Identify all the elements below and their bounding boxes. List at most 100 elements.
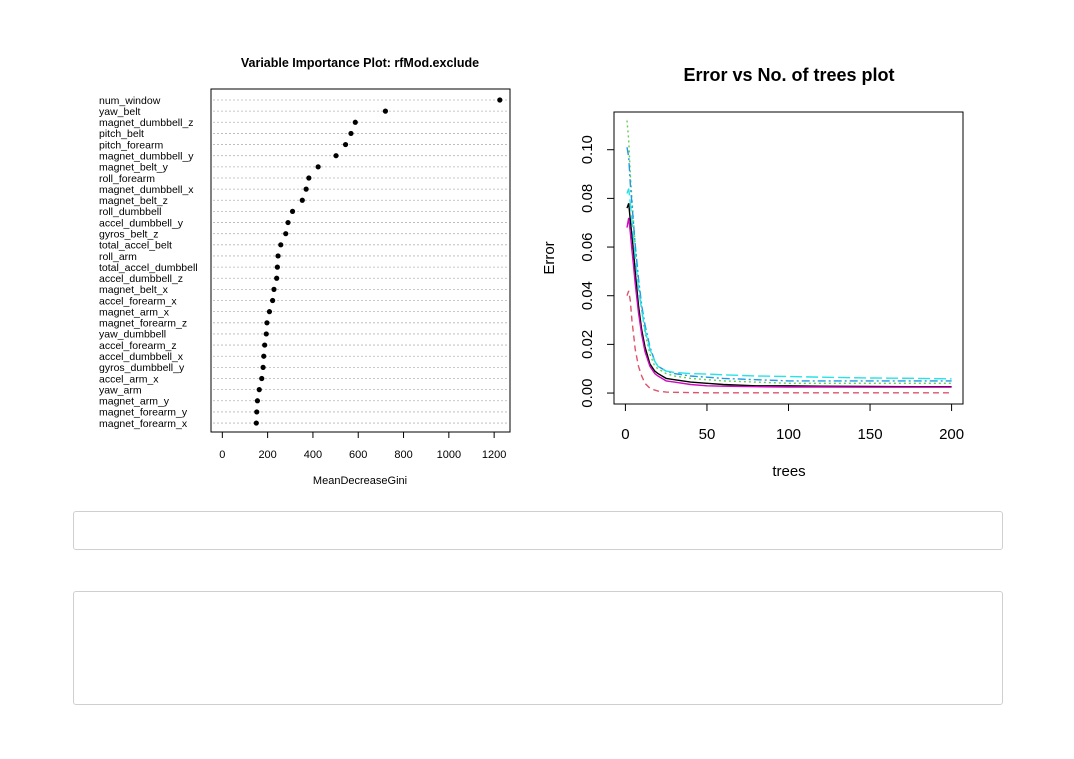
err-y-tick-label: 0.00 — [579, 378, 596, 407]
vip-point — [303, 186, 309, 192]
vip-point — [278, 242, 284, 248]
vip-point — [382, 108, 389, 114]
vip-point — [283, 231, 289, 237]
vip-point — [260, 364, 266, 370]
vip-x-tick-label: 400 — [304, 449, 322, 461]
vip-x-tick-label: 200 — [258, 449, 276, 461]
vip-variable-label: yaw_dumbbell — [99, 329, 166, 341]
err-series-line — [626, 203, 952, 388]
vip-point — [254, 409, 260, 415]
vip-variable-label: magnet_belt_x — [99, 284, 169, 296]
variable-importance-plot: Variable Importance Plot: rfMod.exclude … — [99, 56, 511, 487]
vip-variable-label: magnet_dumbbell_x — [99, 184, 194, 196]
vip-point — [333, 153, 339, 159]
error-vs-trees-plot: Error vs No. of trees plot 0 50 100 150 200 … — [541, 65, 964, 480]
vip-point — [254, 398, 261, 404]
vip-point — [264, 320, 270, 326]
vip-variable-label: gyros_belt_z — [99, 228, 159, 240]
vip-variable-label: pitch_belt — [99, 128, 144, 140]
vip-x-tick-label: 600 — [349, 449, 367, 461]
vip-point — [271, 286, 277, 292]
vip-variable-label: magnet_dumbbell_y — [99, 151, 194, 163]
vip-variable-label: magnet_forearm_y — [99, 407, 188, 419]
vip-point — [256, 387, 262, 393]
vip-point — [497, 97, 503, 103]
vip-point — [289, 208, 296, 214]
err-x-tick-label: 150 — [858, 426, 883, 443]
err-series-line — [626, 290, 952, 394]
err-y-tick-label: 0.06 — [579, 232, 596, 261]
vip-x-axis-label: MeanDecreaseGini — [313, 475, 407, 487]
vip-variable-label: magnet_forearm_x — [99, 418, 188, 430]
vip-variable-label: magnet_belt_z — [99, 195, 168, 207]
vip-variable-label: accel_forearm_x — [99, 295, 177, 307]
vip-point — [274, 264, 280, 270]
vip-variable-label: total_accel_dumbbell — [99, 262, 198, 274]
vip-variable-label: magnet_dumbbell_z — [99, 117, 194, 129]
vip-x-axis: 0 200 400 600 800 1000 1200 — [219, 431, 506, 461]
err-y-axis-label: Error — [541, 241, 558, 274]
vip-variable-label: gyros_dumbbell_y — [99, 362, 185, 374]
err-y-tick-label: 0.04 — [579, 281, 596, 310]
err-y-tick-label: 0.02 — [579, 330, 596, 359]
vip-point — [315, 164, 321, 170]
vip-variable-label: magnet_arm_y — [99, 396, 170, 408]
vip-variable-label: roll_arm — [99, 251, 137, 263]
vip-point — [352, 119, 358, 125]
err-x-tick-label: 50 — [699, 426, 716, 443]
vip-point — [274, 275, 280, 281]
vip-point — [275, 253, 281, 259]
vip-variable-label: total_accel_belt — [99, 240, 172, 252]
err-x-tick-label: 200 — [939, 426, 964, 443]
vip-point — [263, 331, 269, 337]
vip-variable-label: magnet_forearm_z — [99, 318, 187, 330]
vip-variable-label: accel_arm_x — [99, 373, 159, 385]
vip-variable-label: magnet_arm_x — [99, 306, 170, 318]
err-y-tick-label: 0.10 — [579, 135, 596, 164]
vip-x-tick-label: 800 — [394, 449, 412, 461]
err-series-line — [626, 217, 952, 388]
vip-variable-label: yaw_belt — [99, 106, 141, 118]
vip-variable-label: roll_forearm — [99, 173, 155, 185]
err-x-axis: 0 50 100 150 200 — [621, 403, 964, 443]
vip-point — [342, 141, 349, 148]
vip-x-tick-label: 0 — [219, 449, 225, 461]
vip-title: Variable Importance Plot: rfMod.exclude — [241, 56, 479, 70]
err-title: Error vs No. of trees plot — [683, 65, 894, 85]
empty-output-panel — [73, 591, 1003, 705]
vip-point — [348, 130, 354, 137]
err-x-axis-label: trees — [772, 463, 805, 480]
err-plot-frame — [613, 111, 964, 405]
charts-area: Variable Importance Plot: rfMod.exclude … — [99, 56, 964, 487]
vip-point — [253, 420, 259, 426]
vip-variable-label: roll_dumbbell — [99, 206, 161, 218]
vip-variable-label: magnet_belt_y — [99, 162, 169, 174]
err-x-tick-label: 0 — [621, 426, 629, 443]
vip-variable-label: num_window — [99, 95, 161, 107]
vip-point — [262, 342, 268, 348]
err-y-tick-label: 0.08 — [579, 184, 596, 213]
vip-variable-label: yaw_arm — [99, 384, 142, 396]
vip-plot-frame — [210, 88, 511, 433]
vip-point — [259, 375, 265, 382]
vip-variable-labels: num_windowyaw_beltmagnet_dumbbell_zpitch… — [99, 95, 198, 430]
vip-variable-label: accel_forearm_z — [99, 340, 177, 352]
err-x-tick-label: 100 — [776, 426, 801, 443]
vip-variable-label: accel_dumbbell_y — [99, 217, 184, 229]
vip-x-tick-label: 1000 — [437, 449, 461, 461]
vip-point — [266, 309, 273, 315]
vip-x-tick-label: 1200 — [482, 449, 506, 461]
vip-variable-label: accel_dumbbell_x — [99, 351, 184, 363]
err-series-line — [626, 120, 952, 384]
vip-point — [261, 353, 267, 359]
vip-point — [285, 219, 291, 226]
vip-grid-lines — [213, 99, 508, 424]
err-series-lines — [626, 120, 952, 394]
err-series-line — [626, 147, 952, 382]
vip-point — [306, 175, 312, 181]
err-series-line — [626, 188, 952, 380]
vip-point — [299, 197, 305, 203]
vip-variable-label: accel_dumbbell_z — [99, 273, 183, 285]
err-y-axis: 0.00 0.02 0.04 0.06 0.08 0.10 — [579, 135, 615, 408]
vip-point — [270, 297, 276, 304]
